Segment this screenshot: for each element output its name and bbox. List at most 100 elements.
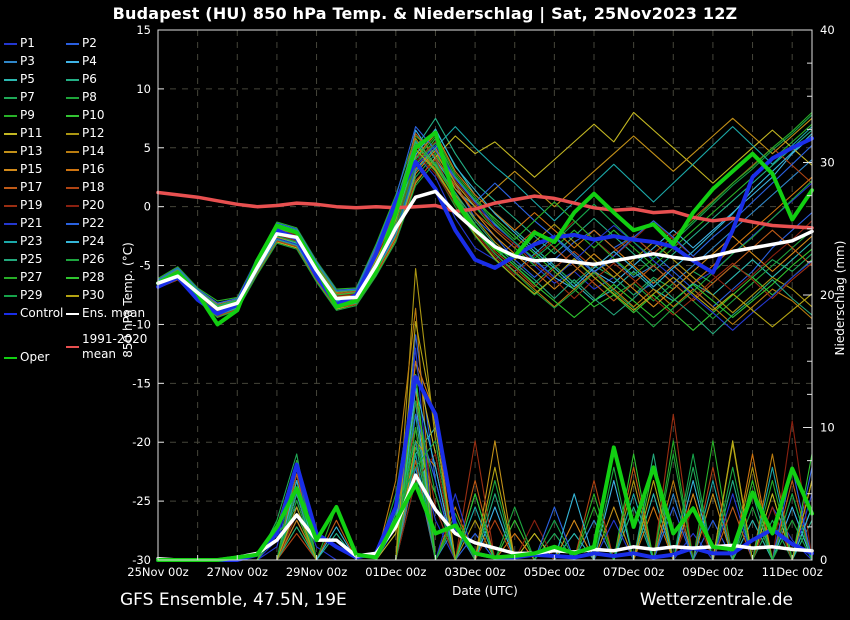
legend-item-p14-label: P14 — [82, 144, 105, 158]
legend-item-p28-swatch — [66, 276, 79, 279]
legend-item-p17-label: P17 — [20, 180, 43, 194]
series-temp-control — [156, 136, 814, 316]
x-tick-label: 25Nov 00z — [127, 565, 188, 579]
legend-item-p10-swatch — [66, 114, 79, 117]
legend-item-control-label: Control — [20, 306, 64, 320]
legend-item-p6-swatch — [66, 78, 79, 81]
left-tick-label: 10 — [136, 82, 151, 96]
legend-item-ens-mean: Ens. mean — [66, 306, 145, 321]
legend-item-p3-swatch — [4, 60, 17, 63]
left-tick-label: 0 — [144, 200, 151, 214]
series-precip-P19 — [157, 400, 813, 561]
legend-item-p23-swatch — [4, 240, 17, 243]
series-temp-P21 — [157, 144, 813, 331]
legend-item-p24-label: P24 — [82, 234, 105, 248]
legend-item-p20: P20 — [66, 198, 105, 213]
legend-item-p10-label: P10 — [82, 108, 105, 122]
y-axis-label-temperature: 850 hPa Temp. (°C) — [121, 242, 135, 358]
legend-item-p11-label: P11 — [20, 126, 43, 140]
legend-item-p24-swatch — [66, 240, 79, 243]
legend-item-clim-mean-label: 1991-2020 mean — [82, 332, 148, 361]
x-tick-label: 09Dec 00z — [682, 565, 743, 579]
right-tick-label: 30 — [820, 156, 835, 170]
legend-item-p30-label: P30 — [82, 288, 105, 302]
left-tick-label: -5 — [140, 259, 151, 273]
legend-item-p19-swatch — [4, 204, 17, 207]
legend-item-oper-label: Oper — [20, 350, 50, 364]
series-temp-P7 — [157, 153, 813, 316]
legend-item-p2-swatch — [66, 42, 79, 45]
y-axis-label-precipitation: Niederschlag (mm) — [833, 240, 847, 356]
legend-item-p6-label: P6 — [82, 72, 97, 86]
legend-item-p4-swatch — [66, 60, 79, 63]
legend-item-p6: P6 — [66, 72, 97, 87]
legend-item-p9-swatch — [4, 114, 17, 117]
legend-item-oper-swatch — [4, 356, 17, 359]
legend-item-p16-label: P16 — [82, 162, 105, 176]
plot-frame — [157, 29, 813, 561]
series-temp-P23 — [157, 126, 813, 316]
legend-item-p7-swatch — [4, 96, 17, 99]
legend-item-p15-swatch — [4, 168, 17, 171]
legend-item-p11-swatch — [4, 132, 17, 135]
legend-item-p15: P15 — [4, 162, 43, 177]
legend-item-p5-swatch — [4, 78, 17, 81]
legend-item-p29: P29 — [4, 288, 43, 303]
series-precip-P16 — [157, 360, 813, 561]
page-title: Budapest (HU) 850 hPa Temp. & Niederschl… — [112, 4, 738, 23]
legend-item-p12-swatch — [66, 132, 79, 135]
legend-item-p21: P21 — [4, 216, 43, 231]
legend-item-p22: P22 — [66, 216, 105, 231]
legend-item-p12: P12 — [66, 126, 105, 141]
legend-item-p26: P26 — [66, 252, 105, 267]
legend-item-p25-swatch — [4, 258, 17, 261]
legend-item-p27: P27 — [4, 270, 43, 285]
legend-item-p25-label: P25 — [20, 252, 43, 266]
series-precip-P26 — [157, 400, 813, 561]
series-temp-P12 — [157, 137, 813, 314]
legend-item-p8-label: P8 — [82, 90, 97, 104]
legend-item-p18: P18 — [66, 180, 105, 195]
legend-item-p18-swatch — [66, 186, 79, 189]
legend-item-p1-swatch — [4, 42, 17, 45]
legend-item-p28: P28 — [66, 270, 105, 285]
legend-item-p9-label: P9 — [20, 108, 35, 122]
legend-item-p9: P9 — [4, 108, 35, 123]
x-tick-label: 11Dec 00z — [762, 565, 823, 579]
legend-item-p15-label: P15 — [20, 162, 43, 176]
x-axis-label: Date (UTC) — [452, 584, 518, 598]
x-tick-label: 03Dec 00z — [444, 565, 505, 579]
right-tick-label: 0 — [820, 553, 827, 567]
legend-item-p22-label: P22 — [82, 216, 105, 230]
legend-item-p3: P3 — [4, 54, 35, 69]
legend-item-p5-label: P5 — [20, 72, 35, 86]
legend-item-p1-label: P1 — [20, 36, 35, 50]
series-temp-P14 — [157, 144, 813, 325]
series-temp-clim-mean — [156, 190, 814, 230]
series-precip-P30 — [157, 320, 813, 561]
series-temp-P1 — [157, 153, 813, 304]
legend-item-p23: P23 — [4, 234, 43, 249]
series-precip-P11 — [157, 360, 813, 561]
legend-item-p30-swatch — [66, 294, 79, 297]
x-tick-label: 27Nov 00z — [207, 565, 268, 579]
series-temp-P11 — [157, 111, 813, 318]
series-temp-P19 — [157, 141, 813, 316]
footer-model-info: GFS Ensemble, 47.5N, 19E — [120, 590, 347, 610]
legend-item-p13-swatch — [4, 150, 17, 153]
left-tick-label: -10 — [132, 317, 151, 331]
legend-item-p13: P13 — [4, 144, 43, 159]
legend-item-p14: P14 — [66, 144, 105, 159]
legend-item-control: Control — [4, 306, 63, 321]
left-tick-label: -30 — [132, 553, 151, 567]
legend-item-p2: P2 — [66, 36, 97, 51]
series-precip-P4 — [157, 400, 813, 561]
legend-item-p4-label: P4 — [82, 54, 97, 68]
series-temp-P26 — [157, 161, 813, 328]
legend-item-p22-swatch — [66, 222, 79, 225]
legend-item-ens-mean-label: Ens. mean — [82, 306, 146, 320]
legend-item-clim-mean-swatch — [66, 346, 79, 348]
legend-item-p10: P10 — [66, 108, 105, 123]
legend-item-p18-label: P18 — [82, 180, 105, 194]
legend-item-p28-label: P28 — [82, 270, 105, 284]
